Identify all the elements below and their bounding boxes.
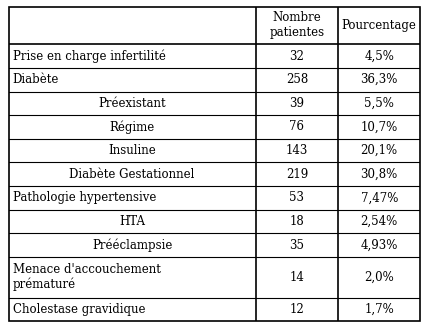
Text: 36,3%: 36,3% bbox=[360, 73, 398, 86]
Text: 35: 35 bbox=[290, 238, 304, 252]
Text: 39: 39 bbox=[290, 97, 304, 110]
Text: 258: 258 bbox=[286, 73, 308, 86]
Text: 10,7%: 10,7% bbox=[361, 120, 398, 133]
Text: 14: 14 bbox=[290, 271, 304, 284]
Text: Prééclampsie: Prééclampsie bbox=[92, 238, 172, 252]
Text: 30,8%: 30,8% bbox=[361, 168, 398, 181]
Text: 4,5%: 4,5% bbox=[364, 50, 394, 63]
Text: Diabète Gestationnel: Diabète Gestationnel bbox=[69, 168, 195, 181]
Text: 2,54%: 2,54% bbox=[361, 215, 398, 228]
Text: 143: 143 bbox=[286, 144, 308, 157]
Text: 12: 12 bbox=[290, 303, 304, 316]
Text: Préexistant: Préexistant bbox=[98, 97, 166, 110]
Text: Insuline: Insuline bbox=[108, 144, 156, 157]
Text: Cholestase gravidique: Cholestase gravidique bbox=[13, 303, 145, 316]
Text: 219: 219 bbox=[286, 168, 308, 181]
Text: Diabète: Diabète bbox=[13, 73, 59, 86]
Text: Menace d'accouchement
prématuré: Menace d'accouchement prématuré bbox=[13, 263, 160, 291]
Text: Régime: Régime bbox=[109, 120, 155, 134]
Text: 32: 32 bbox=[290, 50, 304, 63]
Text: Nombre
patientes: Nombre patientes bbox=[269, 11, 324, 39]
Text: Prise en charge infertilité: Prise en charge infertilité bbox=[13, 49, 166, 63]
Text: 2,0%: 2,0% bbox=[364, 271, 394, 284]
Text: HTA: HTA bbox=[119, 215, 145, 228]
Text: Pathologie hypertensive: Pathologie hypertensive bbox=[13, 191, 156, 204]
Text: 5,5%: 5,5% bbox=[364, 97, 394, 110]
Text: 53: 53 bbox=[290, 191, 304, 204]
Text: 4,93%: 4,93% bbox=[360, 238, 398, 252]
Text: 7,47%: 7,47% bbox=[360, 191, 398, 204]
Text: Pourcentage: Pourcentage bbox=[342, 19, 417, 32]
Text: 1,7%: 1,7% bbox=[364, 303, 394, 316]
Text: 76: 76 bbox=[290, 120, 304, 133]
Text: 20,1%: 20,1% bbox=[361, 144, 398, 157]
Text: 18: 18 bbox=[290, 215, 304, 228]
